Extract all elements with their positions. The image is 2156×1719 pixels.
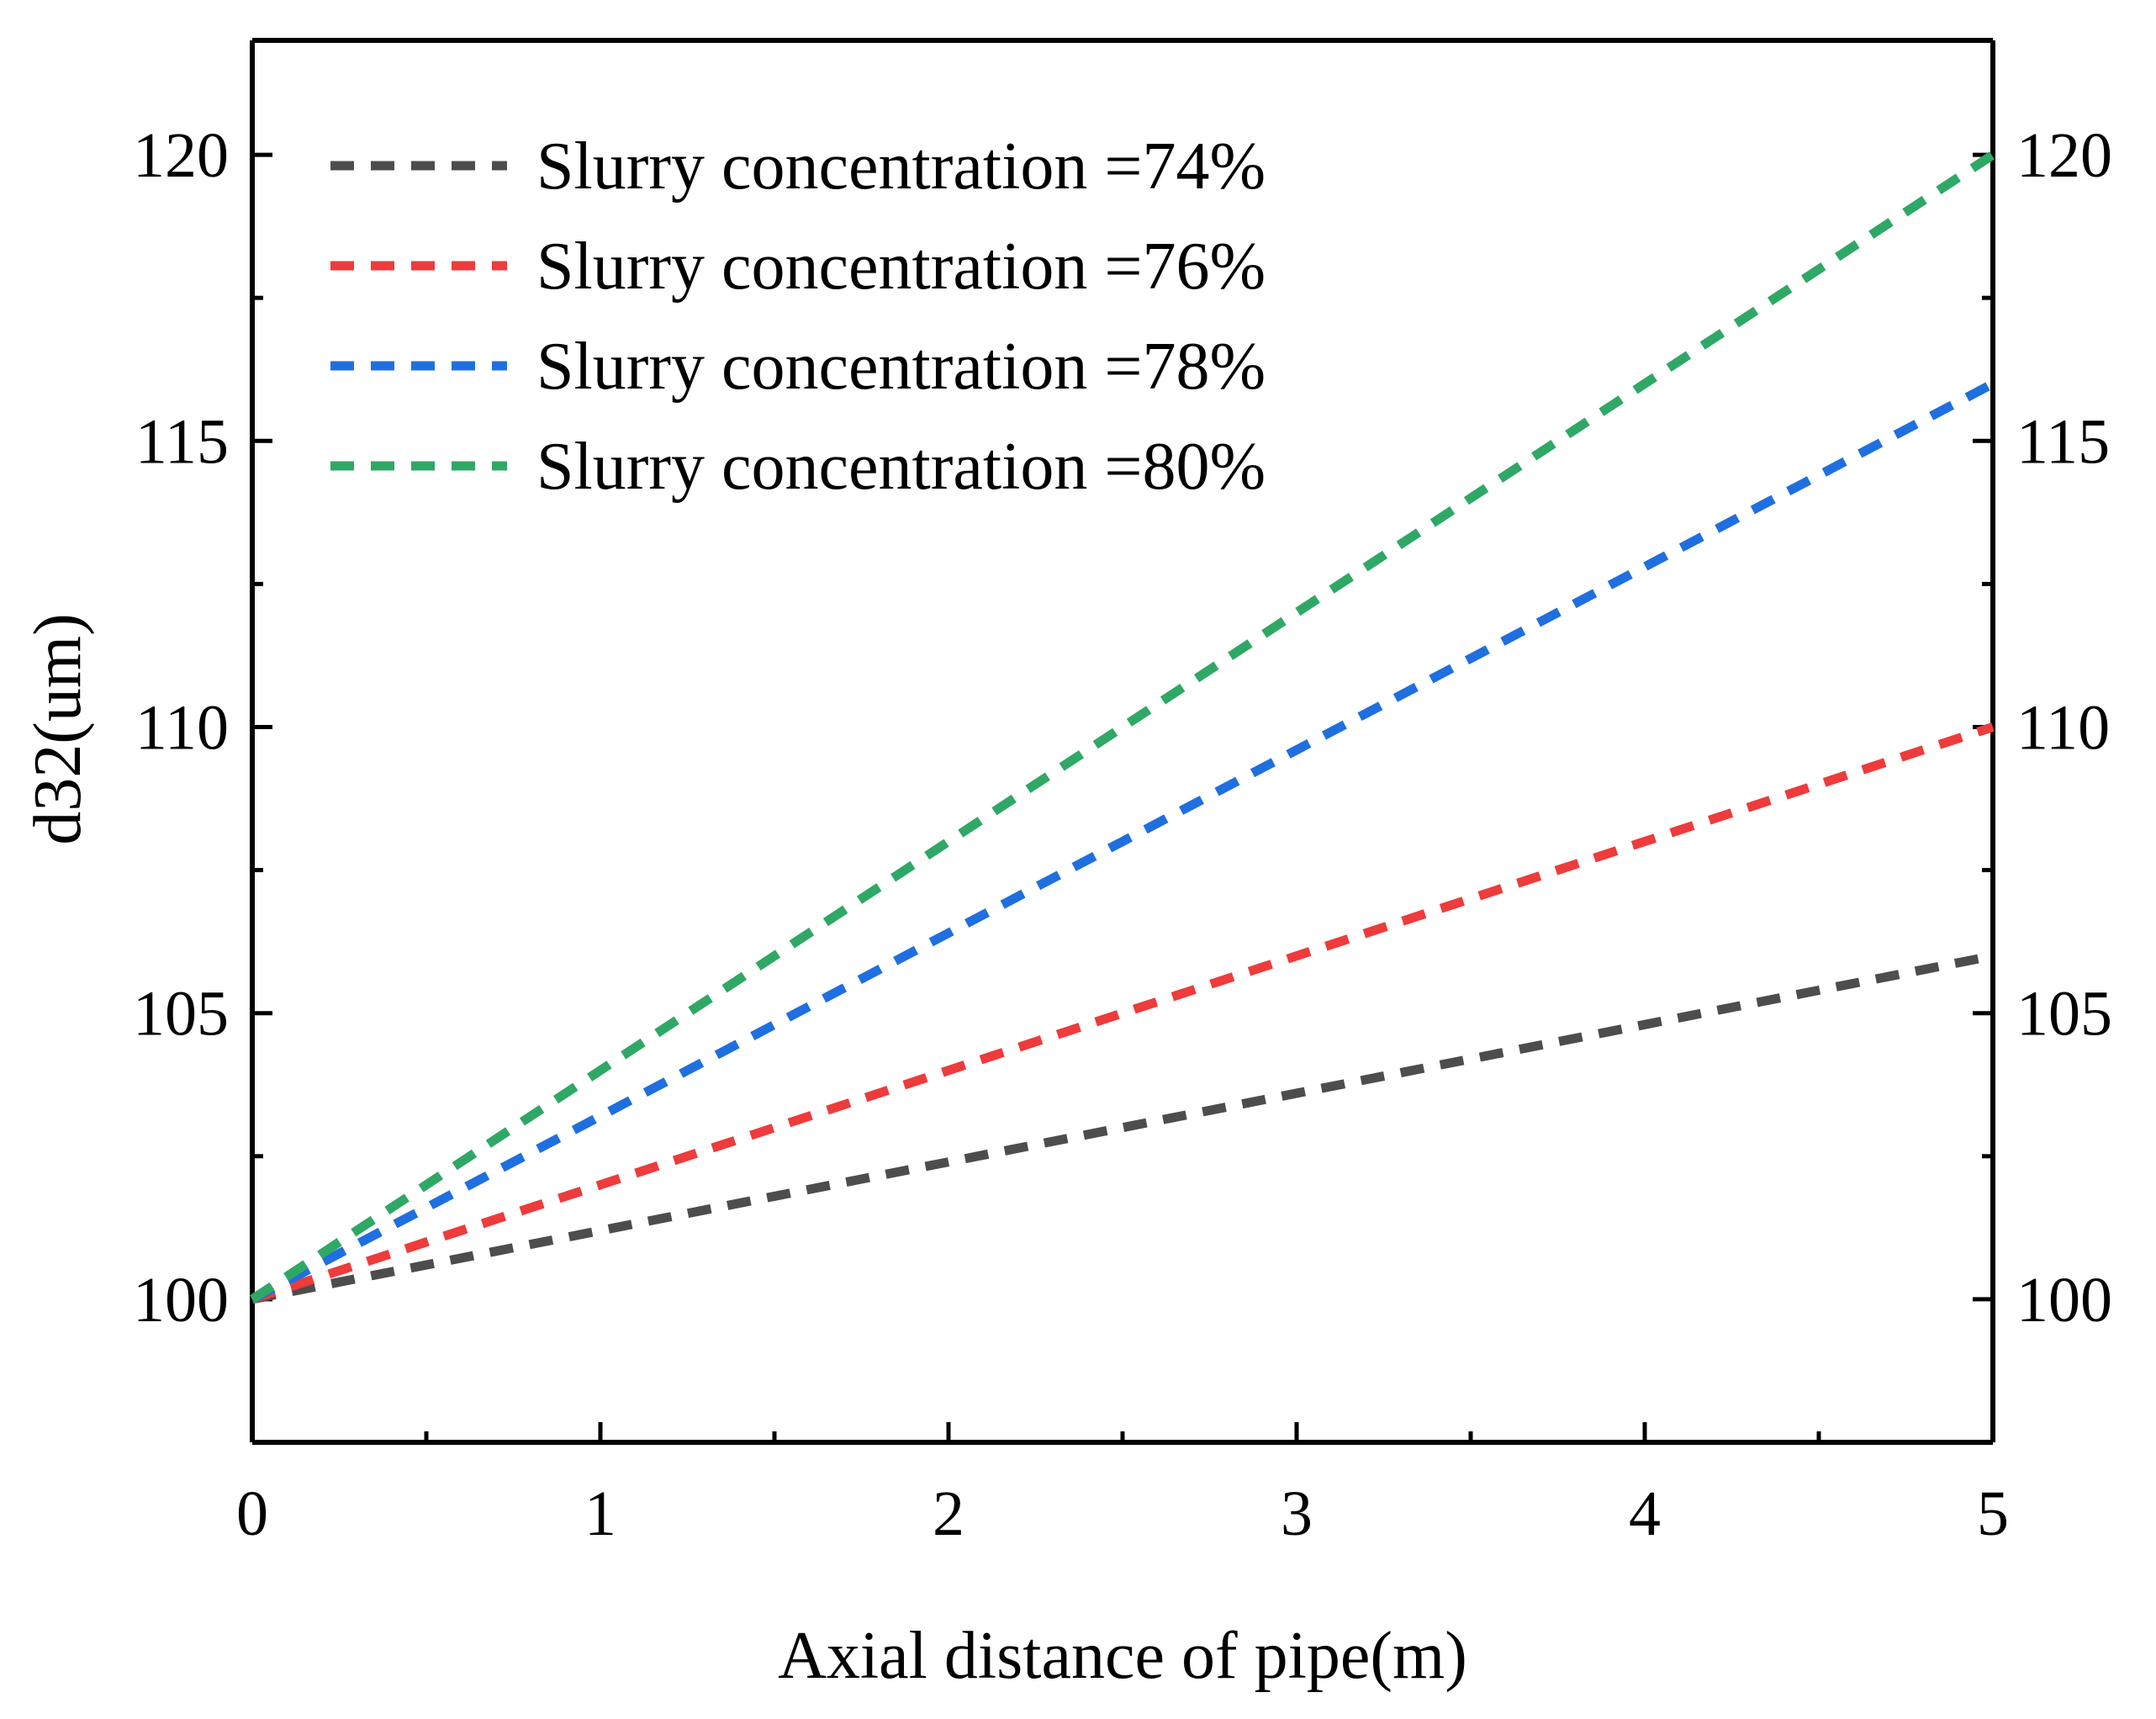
y-right-tick-label: 110	[2016, 692, 2110, 763]
y-right-tick-label: 120	[2016, 120, 2112, 191]
legend-label-4: Slurry concentration =80%	[536, 430, 1266, 504]
axis-ticks	[250, 152, 1995, 1442]
series-line-1	[251, 951, 1995, 1304]
y-left-tick-label: 100	[133, 1265, 229, 1336]
y-right-tick-label: 105	[2016, 979, 2112, 1050]
series-line-2	[251, 722, 1995, 1304]
y-right-tick-label: 115	[2016, 406, 2110, 477]
y-left-tick-label: 120	[133, 120, 229, 191]
y-left-tick-label: 115	[135, 406, 229, 477]
y-left-tick-label: 110	[135, 692, 229, 763]
legend-label-2: Slurry concentration =76%	[536, 230, 1266, 304]
x-tick-label: 2	[933, 1478, 964, 1549]
tick-labels: 0 1 2 3 4 5 100 100 105 105 110 110 115 115 120 120	[133, 120, 2112, 1549]
legend-label-3: Slurry concentration =78%	[536, 330, 1266, 404]
x-tick-label: 3	[1281, 1478, 1313, 1549]
legend: Slurry concentration =74% Slurry concentr…	[330, 130, 1266, 504]
x-tick-label: 4	[1629, 1478, 1661, 1549]
x-tick-label: 1	[584, 1478, 616, 1549]
series-lines	[249, 151, 1996, 1304]
x-tick-label: 0	[236, 1478, 268, 1549]
series-line-4	[249, 151, 1996, 1304]
legend-label-1: Slurry concentration =74%	[536, 130, 1266, 204]
y-axis-title: d32(um)	[21, 613, 95, 845]
y-left-tick-label: 105	[133, 979, 229, 1050]
x-axis-title: Axial distance of pipe(m)	[778, 1619, 1467, 1693]
y-right-tick-label: 100	[2016, 1265, 2112, 1336]
series-line-3	[250, 379, 1995, 1304]
x-tick-label: 5	[1977, 1478, 2009, 1549]
